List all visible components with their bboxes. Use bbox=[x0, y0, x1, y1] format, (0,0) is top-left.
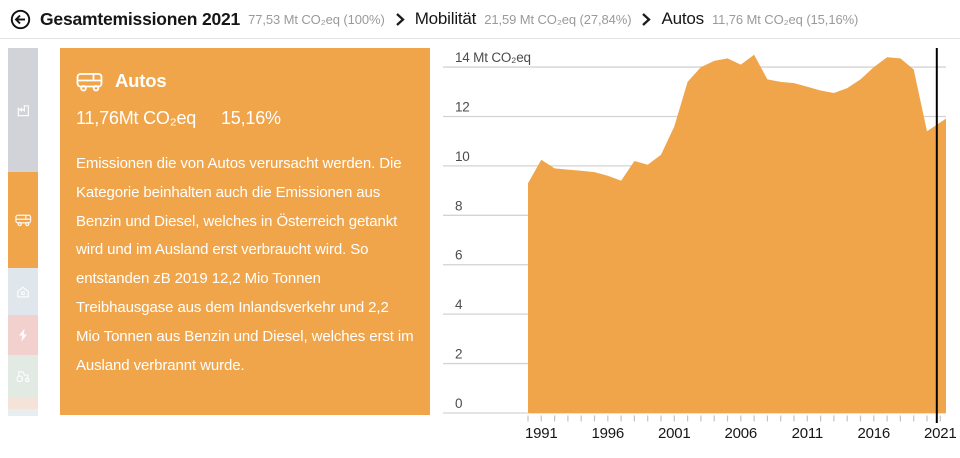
y-tick-label: 4 bbox=[455, 297, 463, 312]
card-header: Autos bbox=[76, 70, 414, 92]
sidebar-segment-car[interactable] bbox=[8, 172, 38, 268]
card-title: Autos bbox=[115, 70, 167, 91]
category-detail-card: Autos 11,76Mt CO₂eq 15,16% Emissionen di… bbox=[60, 48, 430, 415]
card-stats: 11,76Mt CO₂eq 15,16% bbox=[76, 108, 414, 129]
chart-panel: 0 2 4 6 8 10 12 14 Mt CO₂eq 1991 1996 2001 2006 2011… bbox=[440, 45, 960, 453]
breadcrumb: Gesamtemissionen 2021 77,53 Mt CO₂eq (10… bbox=[0, 0, 960, 39]
x-tick-label: 1996 bbox=[592, 425, 625, 442]
card-description: Emissionen die von Autos verursacht werd… bbox=[76, 155, 414, 374]
y-tick-label: 0 bbox=[455, 396, 462, 411]
area-series[interactable] bbox=[528, 54, 946, 413]
arrow-left-circle-icon bbox=[10, 9, 31, 29]
bolt-icon bbox=[19, 328, 27, 342]
factory-icon bbox=[17, 104, 29, 116]
y-tick-label: 12 bbox=[455, 99, 470, 114]
sidebar-segment-factory[interactable] bbox=[8, 48, 38, 172]
breadcrumb-value-gesamtemissionen: 77,53 Mt CO₂eq (100%) bbox=[248, 11, 385, 27]
sidebar-segment-small-blue[interactable] bbox=[8, 409, 38, 416]
breadcrumb-item-gesamtemissionen[interactable]: Gesamtemissionen 2021 bbox=[40, 8, 241, 29]
card-amount: 11,76Mt CO₂eq bbox=[76, 108, 197, 128]
breadcrumb-item-mobilitaet[interactable]: Mobilität bbox=[414, 9, 477, 28]
car-icon bbox=[14, 214, 31, 227]
breadcrumb-item-autos[interactable]: Autos bbox=[661, 9, 704, 28]
y-tick-label: 10 bbox=[455, 149, 470, 164]
category-sidebar bbox=[8, 48, 38, 416]
x-tick-label: 2006 bbox=[725, 425, 758, 442]
breadcrumb-value-mobilitaet: 21,59 Mt CO₂eq (27,84%) bbox=[484, 11, 632, 27]
house-icon bbox=[17, 285, 29, 297]
y-tick-label: 2 bbox=[455, 347, 462, 362]
y-tick-label: 8 bbox=[455, 198, 462, 213]
sidebar-segment-bolt[interactable] bbox=[8, 315, 38, 355]
y-tick-label: 6 bbox=[455, 248, 462, 263]
card-share: 15,16% bbox=[221, 108, 281, 128]
tractor-icon bbox=[16, 371, 30, 383]
x-tick-label: 2021 bbox=[924, 425, 957, 442]
breadcrumb-value-autos: 11,76 Mt CO₂eq (15,16%) bbox=[711, 11, 859, 27]
y-tick-label: 14 Mt CO₂eq bbox=[455, 50, 531, 65]
van-icon bbox=[76, 72, 103, 91]
emissions-area-chart: 0 2 4 6 8 10 12 14 Mt CO₂eq 1991 1996 2001 2006 2011… bbox=[443, 48, 957, 442]
sidebar-segment-tractor[interactable] bbox=[8, 355, 38, 397]
x-tick-label: 2011 bbox=[792, 425, 823, 442]
sidebar-segment-small-peach[interactable] bbox=[8, 397, 38, 409]
chevron-right-icon bbox=[641, 12, 652, 27]
x-tick-label: 1991 bbox=[525, 425, 558, 442]
x-tick-label: 2001 bbox=[658, 425, 691, 442]
chevron-right-icon bbox=[395, 12, 405, 27]
back-button[interactable] bbox=[10, 9, 31, 30]
x-tick-label: 2016 bbox=[858, 425, 891, 442]
sidebar-segment-house[interactable] bbox=[8, 268, 38, 315]
